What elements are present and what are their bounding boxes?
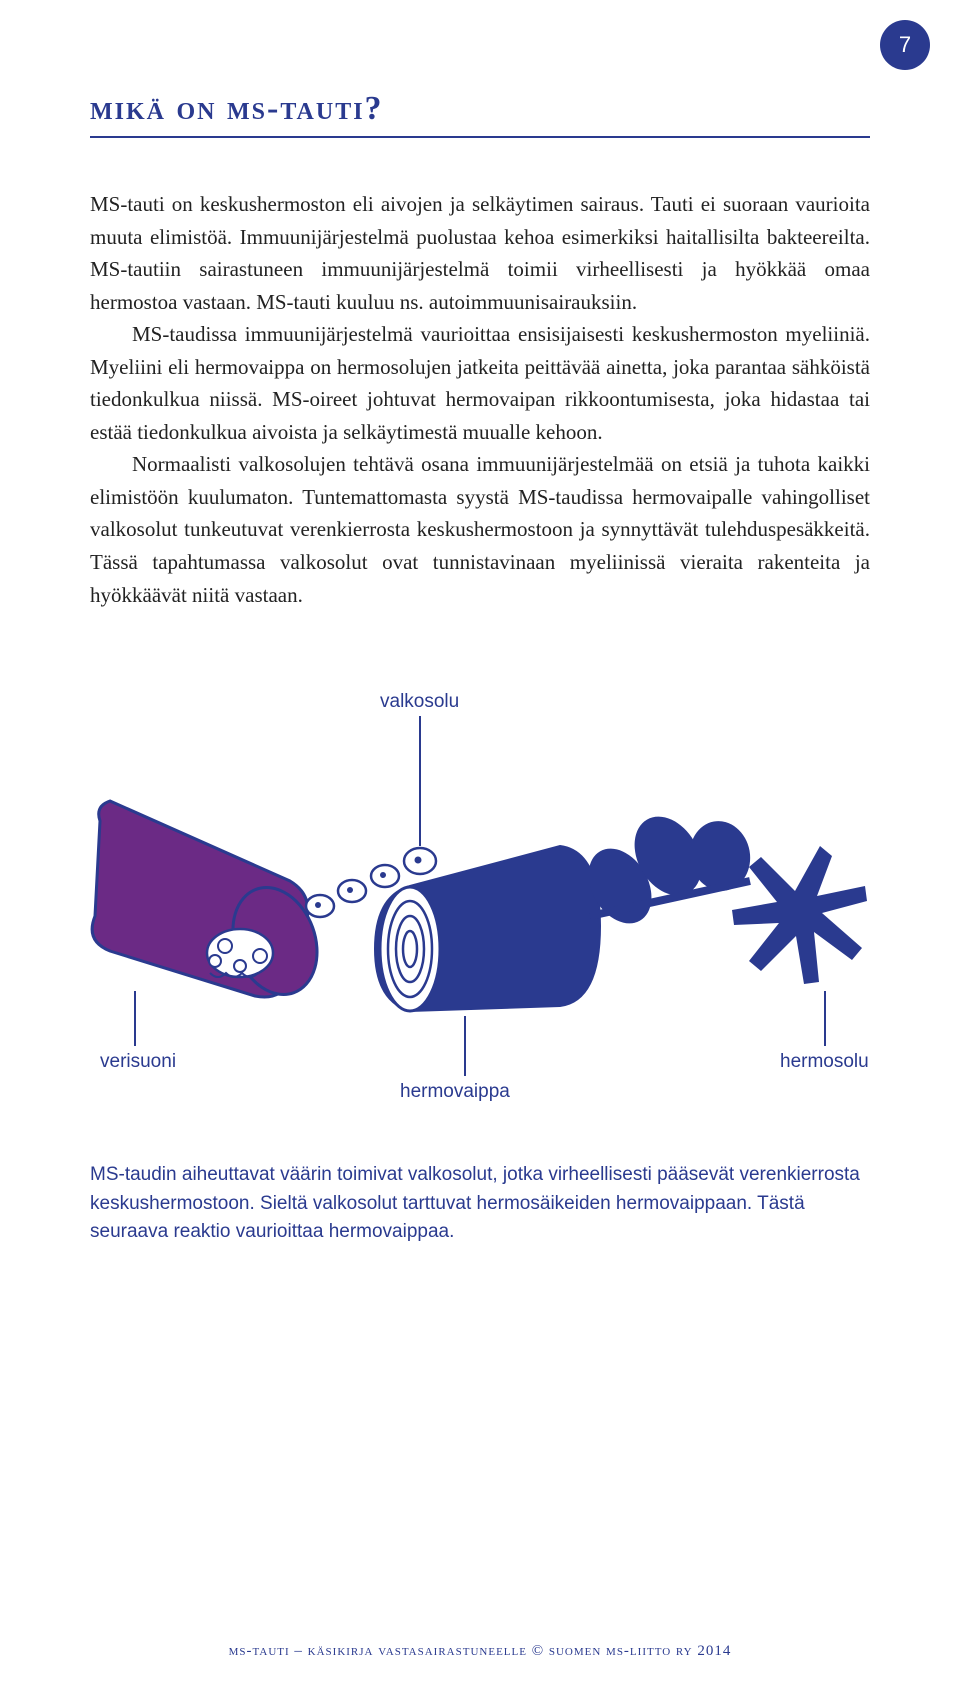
body-text: MS-tauti on keskushermoston eli aivojen …: [90, 188, 870, 611]
page-footer: ms-tauti – käsikirja vastasairastuneelle…: [0, 1643, 960, 1660]
blood-vessel-icon: [92, 801, 331, 1006]
axon-icon: [576, 805, 756, 935]
main-content: mikä on ms-tauti? MS-tauti on keskusherm…: [0, 0, 960, 1121]
paragraph: MS-taudissa immuunijärjestelmä vaurioitt…: [90, 318, 870, 448]
page-number: 7: [899, 32, 911, 58]
label-hermovaippa: hermovaippa: [400, 1081, 510, 1103]
paragraph: MS-tauti on keskushermoston eli aivojen …: [90, 188, 870, 318]
label-valkosolu: valkosolu: [380, 691, 459, 713]
label-hermosolu: hermosolu: [780, 1051, 869, 1073]
page-number-badge: 7: [880, 20, 930, 70]
diagram-caption: MS-taudin aiheuttavat väärin toimivat va…: [90, 1161, 870, 1247]
label-verisuoni: verisuoni: [100, 1051, 176, 1073]
diagram-svg: [90, 691, 870, 1121]
neuron-icon: [732, 846, 867, 984]
ms-diagram: valkosolu verisuoni hermovaippa hermosol…: [90, 691, 870, 1121]
paragraph: Normaalisti valkosolujen tehtävä osana i…: [90, 448, 870, 611]
page-title: mikä on ms-tauti?: [90, 90, 870, 138]
